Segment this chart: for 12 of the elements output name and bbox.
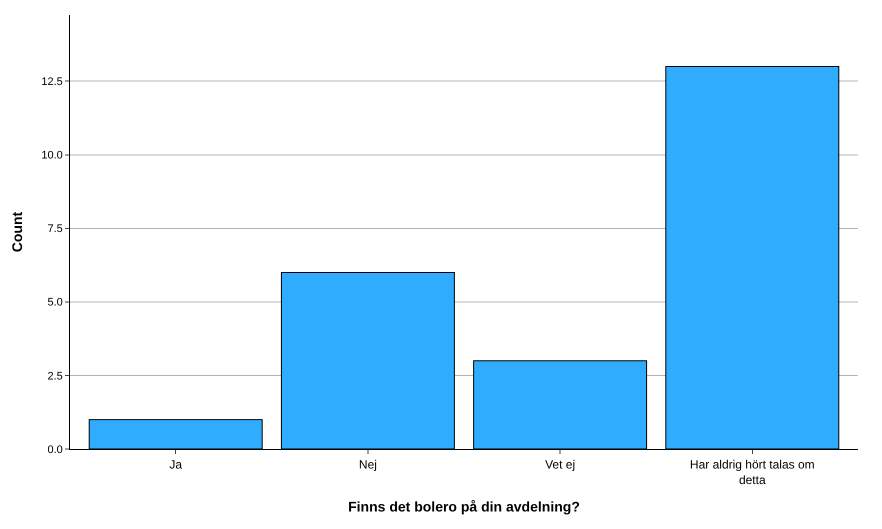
x-tick-label: Nej — [358, 457, 377, 472]
x-tick-label: Vet ej — [545, 457, 576, 472]
y-tick-label: 2.5 — [48, 370, 63, 382]
x-tick-label: Har aldrig hört talas om detta — [690, 457, 815, 487]
y-axis-title: Count — [8, 211, 25, 252]
y-tick-label: 12.5 — [41, 76, 63, 88]
y-tick-label: 5.0 — [48, 296, 63, 309]
x-tick-label: Ja — [169, 457, 182, 472]
y-tick-label: 7.5 — [48, 223, 63, 236]
y-tick-label: 10.0 — [41, 150, 63, 162]
x-axis-title: Finns det bolero på din avdelning? — [348, 498, 580, 514]
y-tick-label: 0.0 — [48, 444, 63, 456]
